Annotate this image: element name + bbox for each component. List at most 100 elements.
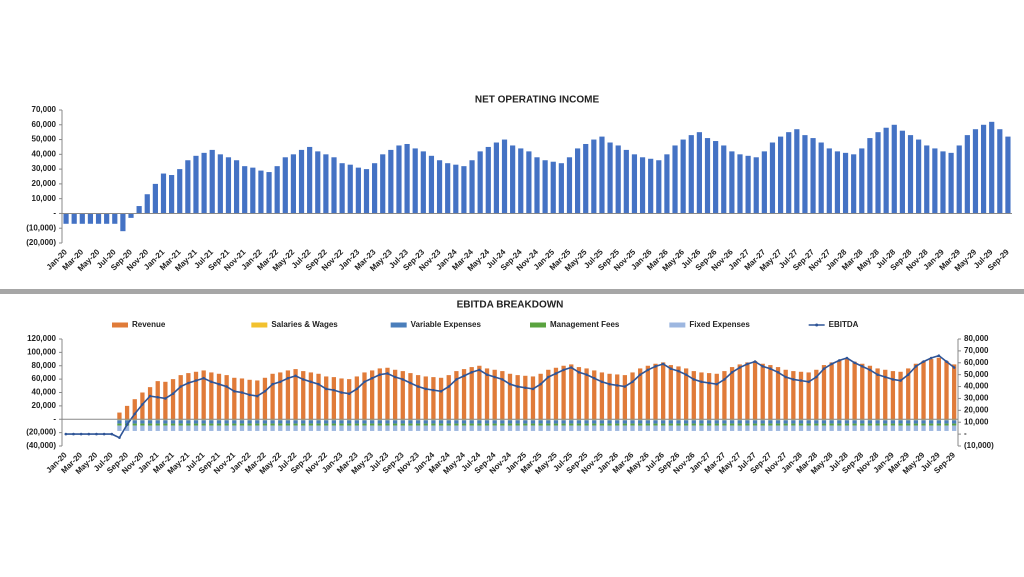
bar-segment xyxy=(584,419,589,421)
bar xyxy=(656,160,662,214)
bar-segment xyxy=(255,380,260,420)
bar-segment xyxy=(239,378,245,420)
bar-segment xyxy=(653,425,658,431)
line-marker xyxy=(79,432,83,436)
bar xyxy=(964,135,970,214)
bar-segment xyxy=(729,419,735,421)
bar xyxy=(786,132,792,214)
legend-swatch xyxy=(390,322,407,328)
bar xyxy=(144,194,150,214)
bar-segment xyxy=(247,419,252,421)
bar-segment xyxy=(186,419,191,421)
bar xyxy=(997,129,1003,214)
bar-segment xyxy=(929,423,934,426)
bar-segment xyxy=(132,419,137,421)
bar-segment xyxy=(155,423,160,426)
bar-segment xyxy=(316,425,321,431)
bar-segment xyxy=(553,419,559,421)
bar-segment xyxy=(484,423,490,426)
bar xyxy=(298,149,305,214)
bar xyxy=(924,145,930,214)
line-marker xyxy=(355,387,359,391)
bar-segment xyxy=(783,423,788,426)
bar xyxy=(461,166,467,214)
bar-segment xyxy=(392,423,398,426)
bar-segment xyxy=(454,425,459,431)
bar-segment xyxy=(576,425,582,431)
bar-segment xyxy=(124,419,130,421)
bar-segment xyxy=(584,368,589,420)
y-tick-label: 80,000 xyxy=(32,361,57,370)
bar-segment xyxy=(132,425,137,431)
bar-segment xyxy=(247,420,252,424)
bar-segment xyxy=(469,367,474,420)
bar-segment xyxy=(239,425,245,431)
bar-segment xyxy=(814,423,819,426)
bar xyxy=(713,141,719,214)
bar-segment xyxy=(768,419,773,421)
line-marker xyxy=(210,380,213,384)
line-marker xyxy=(769,367,772,371)
bar-segment xyxy=(561,423,566,426)
bar xyxy=(745,155,751,214)
bar-segment xyxy=(798,425,804,431)
bar-segment xyxy=(699,419,704,421)
bar-segment xyxy=(622,423,628,426)
bar-segment xyxy=(729,423,735,426)
bar xyxy=(631,154,638,214)
bar-segment xyxy=(415,423,421,426)
bar-segment xyxy=(538,373,543,420)
bar-segment xyxy=(147,425,153,431)
line-marker xyxy=(746,362,749,366)
bar-segment xyxy=(638,368,643,420)
bar-segment xyxy=(814,425,819,431)
bar-segment xyxy=(714,423,719,426)
bar-segment xyxy=(461,369,467,420)
bar xyxy=(761,151,767,214)
bar-segment xyxy=(507,423,513,426)
bar xyxy=(989,121,995,214)
bar-segment xyxy=(155,425,160,431)
bar-segment xyxy=(883,369,888,420)
bar-segment xyxy=(791,420,796,424)
bar-segment xyxy=(170,423,176,426)
bar-segment xyxy=(477,365,482,420)
bar-segment xyxy=(615,374,620,420)
bar-segment xyxy=(324,423,329,426)
bar-segment xyxy=(193,425,199,431)
bar-segment xyxy=(599,425,605,431)
bar-segment xyxy=(653,363,658,420)
bar-segment xyxy=(193,423,199,426)
bar-segment xyxy=(852,420,857,424)
bar-segment xyxy=(706,423,712,426)
bar-segment xyxy=(507,419,513,421)
line-marker xyxy=(899,379,902,382)
bar-segment xyxy=(438,419,444,421)
line-marker xyxy=(87,432,91,436)
line-marker xyxy=(340,391,343,394)
bar-segment xyxy=(262,420,268,424)
bar-segment xyxy=(469,420,474,424)
bar-segment xyxy=(262,377,268,420)
bar-segment xyxy=(132,423,137,426)
bar-segment xyxy=(193,420,199,424)
bar-segment xyxy=(906,419,911,421)
bar-segment xyxy=(155,381,160,420)
bar xyxy=(120,213,126,232)
bar-segment xyxy=(500,420,505,424)
bar-segment xyxy=(584,425,589,431)
bar-segment xyxy=(469,419,474,421)
bar xyxy=(672,145,678,214)
y-tick-label: 120,000 xyxy=(27,334,56,343)
bar-segment xyxy=(438,377,444,420)
bar-segment xyxy=(661,425,666,431)
bar-segment xyxy=(683,425,689,431)
legend-swatch xyxy=(112,322,128,328)
bar-segment xyxy=(377,368,382,420)
bar-segment xyxy=(898,419,903,421)
bar xyxy=(372,163,378,214)
bar-segment xyxy=(170,379,176,420)
bar-segment xyxy=(239,419,245,421)
bar xyxy=(826,148,832,214)
bar xyxy=(266,172,272,214)
